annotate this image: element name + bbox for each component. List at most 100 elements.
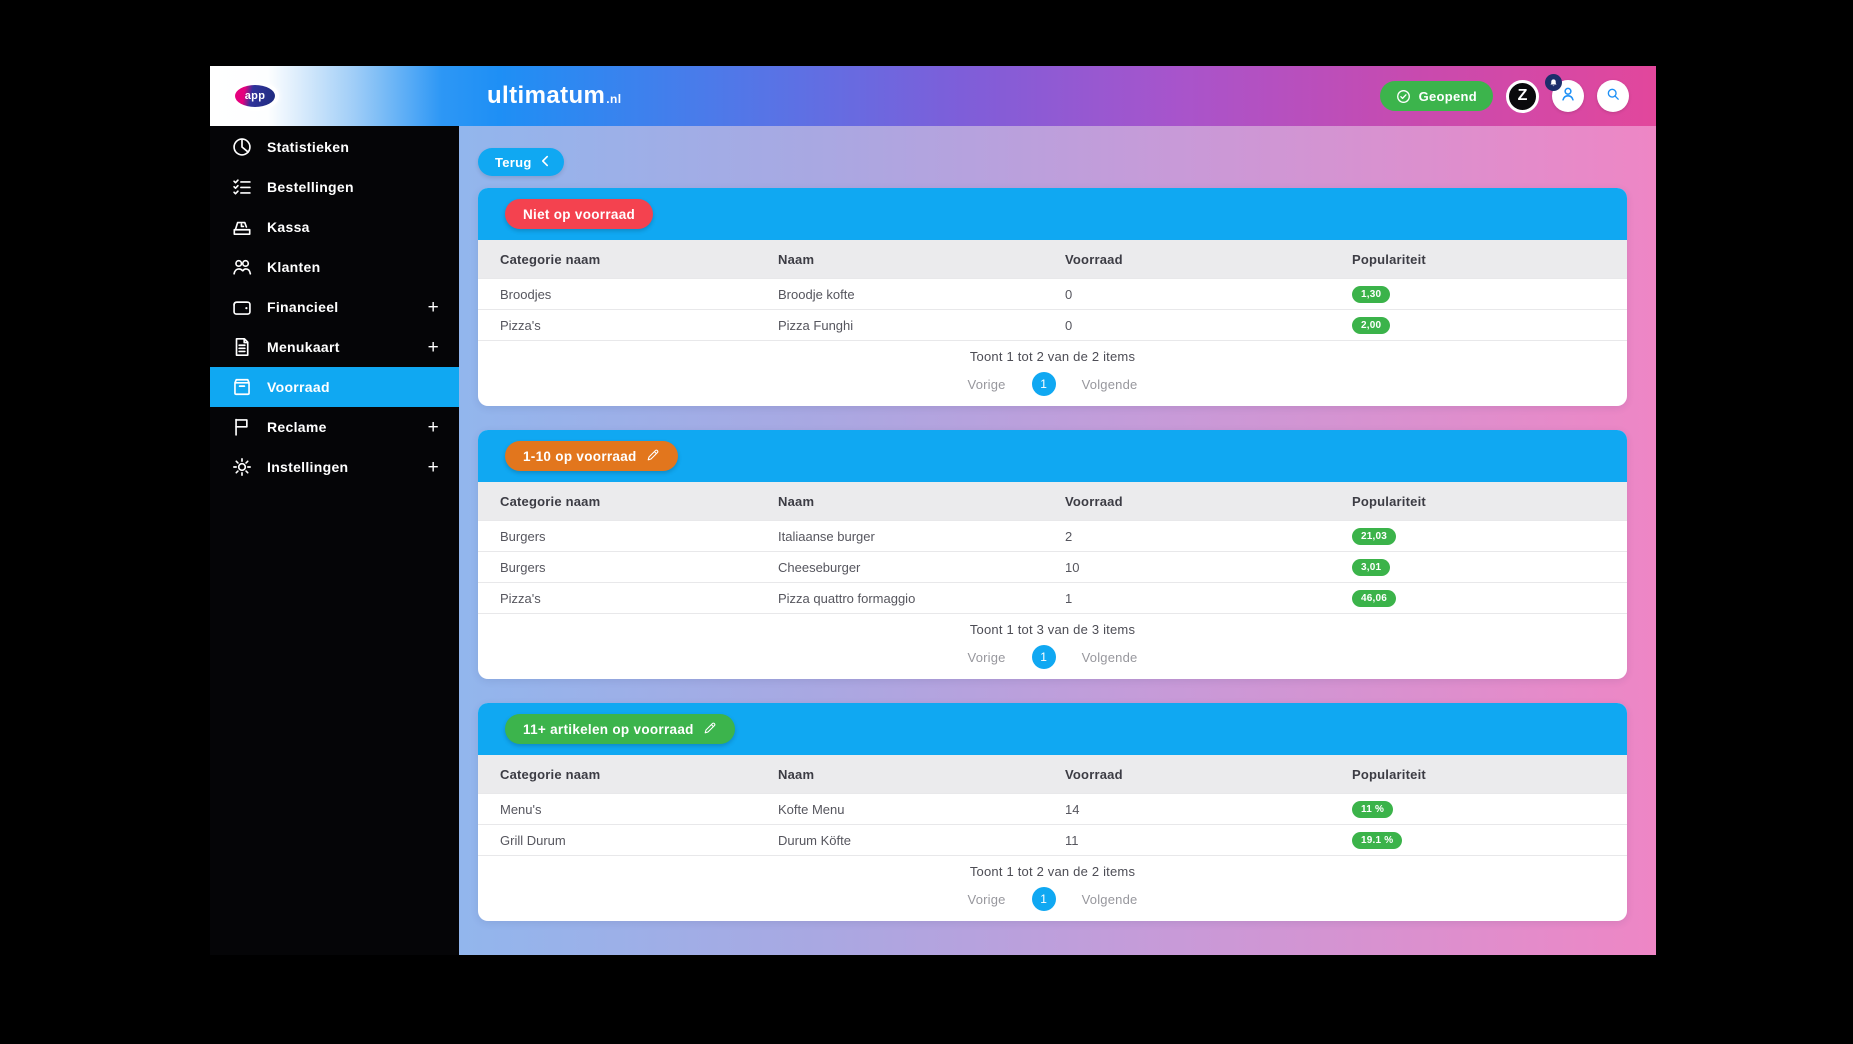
pagination-next[interactable]: Volgende xyxy=(1081,376,1138,392)
header-actions: Geopend Z xyxy=(1379,74,1656,113)
items-summary: Toont 1 tot 2 van de 2 items xyxy=(969,864,1136,879)
cell-category: Burgers xyxy=(500,559,546,575)
card-title-label: 1-10 op voorraad xyxy=(523,448,637,464)
back-button[interactable]: Terug xyxy=(478,148,564,176)
table-row: Pizza's Pizza Funghi 0 2,00 xyxy=(478,309,1627,340)
cell-stock: 0 xyxy=(1065,286,1073,302)
brand-name: ultimatum xyxy=(487,82,606,109)
sidebar-item-bestellingen[interactable]: Bestellingen xyxy=(210,167,459,207)
search-button[interactable] xyxy=(1597,80,1629,112)
popularity-badge: 1,30 xyxy=(1352,286,1391,303)
wallet-icon xyxy=(231,296,253,318)
pencil-icon xyxy=(703,721,717,738)
cell-category: Pizza's xyxy=(500,317,541,333)
column-header: Populariteit xyxy=(1352,493,1426,509)
cell-name: Kofte Menu xyxy=(778,801,845,817)
pagination: Vorige 1 Volgende xyxy=(478,645,1627,669)
top-header: app ultimatum .nl Geopend Z xyxy=(210,66,1656,126)
brand-suffix: .nl xyxy=(606,92,622,106)
sidebar-item-kassa[interactable]: Kassa xyxy=(210,207,459,247)
card-title-pill[interactable]: 1-10 op voorraad xyxy=(505,441,678,471)
inventory-card-2: 1-10 op voorraad Categorie naam Naam Voorr… xyxy=(478,430,1627,679)
user-avatar[interactable]: Z xyxy=(1506,79,1539,113)
pagination-next[interactable]: Volgende xyxy=(1081,649,1138,665)
card-header-band: 1-10 op voorraad xyxy=(478,430,1627,482)
expand-plus-icon[interactable]: + xyxy=(427,296,439,318)
table-footer: Toont 1 tot 2 van de 2 items Vorige 1 Vo… xyxy=(478,341,1627,406)
flag-icon xyxy=(231,416,253,438)
cell-stock: 2 xyxy=(1065,528,1073,544)
app-logo-text: app xyxy=(244,90,266,102)
sidebar-item-label: Instellingen xyxy=(267,459,349,475)
column-header: Categorie naam xyxy=(500,766,601,782)
gear-icon xyxy=(231,456,253,478)
sidebar-item-menukaart[interactable]: Menukaart + xyxy=(210,327,459,367)
card-header-band: Niet op voorraad xyxy=(478,188,1627,240)
status-open-button[interactable]: Geopend xyxy=(1379,81,1493,111)
cell-name: Pizza quattro formaggio xyxy=(778,590,916,606)
pagination-page-1[interactable]: 1 xyxy=(1031,372,1056,396)
expand-plus-icon[interactable]: + xyxy=(427,456,439,478)
sidebar-item-financieel[interactable]: Financieel + xyxy=(210,287,459,327)
column-header: Naam xyxy=(778,766,815,782)
card-title-pill[interactable]: 11+ artikelen op voorraad xyxy=(505,714,735,744)
pagination-page-1[interactable]: 1 xyxy=(1031,887,1056,911)
column-header: Voorraad xyxy=(1065,251,1123,267)
pagination-previous[interactable]: Vorige xyxy=(967,649,1006,665)
cell-stock: 10 xyxy=(1065,559,1080,575)
app-logo-oval: app xyxy=(235,85,275,107)
pagination-page-1[interactable]: 1 xyxy=(1031,645,1056,669)
table-footer: Toont 1 tot 2 van de 2 items Vorige 1 Vo… xyxy=(478,856,1627,921)
sidebar-item-reclame[interactable]: Reclame + xyxy=(210,407,459,447)
cell-category: Grill Durum xyxy=(500,832,566,848)
cell-name: Durum Köfte xyxy=(778,832,851,848)
cell-name: Italiaanse burger xyxy=(778,528,875,544)
app-logo[interactable]: app xyxy=(231,81,279,111)
popularity-badge: 21,03 xyxy=(1352,528,1397,545)
expand-plus-icon[interactable]: + xyxy=(427,336,439,358)
user-avatar-letter: Z xyxy=(1517,87,1528,104)
sidebar-item-label: Voorraad xyxy=(267,379,330,395)
inventory-cards: Niet op voorraad Categorie naam Naam Voorr… xyxy=(478,188,1627,921)
items-summary: Toont 1 tot 2 van de 2 items xyxy=(969,349,1136,364)
cell-category: Pizza's xyxy=(500,590,541,606)
sidebar-item-label: Statistieken xyxy=(267,139,350,155)
pie-chart-icon xyxy=(231,136,253,158)
expand-plus-icon[interactable]: + xyxy=(427,416,439,438)
table-row: Grill Durum Durum Köfte 11 19.1 % xyxy=(478,824,1627,855)
table-row: Pizza's Pizza quattro formaggio 1 46,06 xyxy=(478,582,1627,613)
pagination: Vorige 1 Volgende xyxy=(478,372,1627,396)
items-summary: Toont 1 tot 3 van de 3 items xyxy=(969,622,1136,637)
brand-title: ultimatum .nl xyxy=(487,82,621,110)
cell-popularity: 1,30 xyxy=(1352,285,1627,303)
sidebar-item-voorraad[interactable]: Voorraad xyxy=(210,367,459,407)
popularity-badge: 19.1 % xyxy=(1352,832,1403,849)
sidebar-menu: Statistieken Bestellingen Kassa Klanten … xyxy=(210,126,459,955)
card-title-pill[interactable]: Niet op voorraad xyxy=(505,199,654,229)
pagination-previous[interactable]: Vorige xyxy=(967,376,1006,392)
sidebar-item-label: Financieel xyxy=(267,299,339,315)
popularity-badge: 3,01 xyxy=(1352,559,1391,576)
main-content: Terug Niet op voorraad Categorie naam Naa… xyxy=(459,126,1656,955)
cell-popularity: 3,01 xyxy=(1352,558,1627,576)
cell-category: Burgers xyxy=(500,528,546,544)
sidebar-item-statistieken[interactable]: Statistieken xyxy=(210,127,459,167)
app-window: app ultimatum .nl Geopend Z xyxy=(210,66,1656,955)
popularity-badge: 2,00 xyxy=(1352,317,1391,334)
account-button[interactable] xyxy=(1545,74,1584,112)
sidebar-item-instellingen[interactable]: Instellingen + xyxy=(210,447,459,487)
sidebar-item-label: Kassa xyxy=(267,219,310,235)
inventory-card-1: Niet op voorraad Categorie naam Naam Voorr… xyxy=(478,188,1627,406)
notification-bell-badge xyxy=(1545,74,1562,91)
column-header: Categorie naam xyxy=(500,251,601,267)
pagination-next[interactable]: Volgende xyxy=(1081,891,1138,907)
cell-category: Menu's xyxy=(500,801,542,817)
window-body: Statistieken Bestellingen Kassa Klanten … xyxy=(210,126,1656,955)
pagination: Vorige 1 Volgende xyxy=(478,887,1627,911)
sidebar-item-klanten[interactable]: Klanten xyxy=(210,247,459,287)
sidebar-item-label: Klanten xyxy=(267,259,321,275)
pagination-previous[interactable]: Vorige xyxy=(967,891,1006,907)
column-header: Populariteit xyxy=(1352,251,1426,267)
cell-name: Pizza Funghi xyxy=(778,317,854,333)
